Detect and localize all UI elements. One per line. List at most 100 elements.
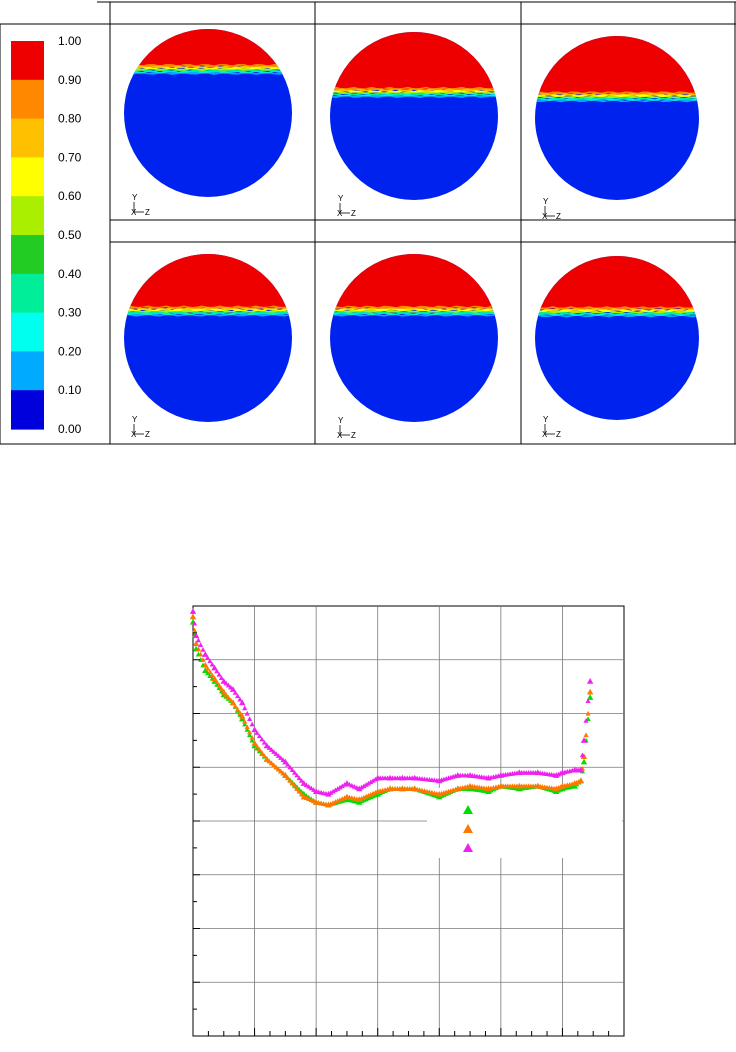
chart-legend [427, 788, 622, 858]
data-point [586, 688, 594, 695]
data-point [551, 785, 557, 791]
data-point [195, 646, 201, 652]
contour-panel: YX Z [124, 254, 292, 439]
colorbar-label: 0.00 [58, 422, 82, 436]
data-point [271, 749, 277, 754]
legend-box [427, 788, 622, 858]
axis-triad: YX Z [542, 197, 561, 221]
data-point [409, 786, 415, 791]
data-point [372, 776, 379, 782]
data-point [251, 726, 258, 733]
data-point [294, 786, 300, 791]
data-point [249, 735, 255, 740]
data-point [358, 784, 365, 790]
data-point [271, 762, 277, 768]
data-point [273, 764, 279, 770]
data-point [247, 732, 253, 738]
axis-label: X [337, 431, 343, 440]
data-point [205, 665, 211, 671]
data-point [330, 788, 336, 794]
axis-label: Z [145, 208, 150, 217]
data-point [278, 755, 284, 760]
data-point [465, 784, 471, 789]
data-point [323, 790, 329, 796]
data-point [532, 770, 539, 775]
data-point [228, 684, 234, 690]
data-point [354, 785, 360, 790]
colorbar-label: 0.60 [58, 189, 82, 203]
data-point [361, 783, 367, 789]
data-point [195, 637, 201, 643]
data-point [209, 672, 215, 678]
data-point [579, 752, 586, 758]
data-point [223, 692, 229, 697]
data-point [370, 778, 376, 783]
contour-panel: YX Z [330, 254, 498, 440]
interface-band [124, 309, 292, 313]
data-point [239, 712, 246, 719]
gas-region [535, 256, 699, 309]
data-point [247, 729, 253, 735]
data-point [576, 767, 582, 773]
data-point [397, 786, 403, 791]
data-point [289, 767, 295, 773]
data-point [247, 716, 253, 721]
interface-band [330, 89, 498, 93]
interface-band [535, 307, 699, 311]
data-point [285, 775, 291, 781]
data-point [342, 797, 348, 803]
colorbar-label: 0.90 [58, 73, 82, 87]
data-point [249, 737, 255, 743]
data-point [237, 696, 243, 702]
data-point [569, 767, 575, 773]
data-point [287, 764, 293, 770]
data-point [275, 753, 282, 758]
data-point [202, 651, 209, 657]
interface-band [330, 92, 498, 96]
data-point [251, 739, 258, 746]
data-point [235, 706, 241, 712]
data-point [585, 698, 591, 704]
colorbar-label: 0.10 [58, 383, 82, 397]
data-point [216, 682, 222, 688]
data-point [220, 688, 227, 695]
contour-panel: YX Z [330, 32, 498, 218]
data-point [192, 632, 200, 639]
colorbar-label: 0.20 [58, 344, 82, 358]
data-point [551, 772, 557, 778]
data-point [254, 730, 260, 735]
data-point [261, 753, 268, 759]
data-point [296, 775, 302, 781]
data-point [239, 699, 246, 706]
colorbar-swatch [11, 196, 44, 236]
axis-triad: YX Z [337, 416, 356, 440]
data-point [434, 777, 440, 783]
data-point [280, 757, 286, 762]
data-point [409, 775, 415, 781]
interface-band [330, 86, 498, 91]
interface-band [124, 312, 292, 316]
axis-label: X [542, 430, 548, 439]
axis-label: Y [132, 193, 138, 202]
data-point [557, 770, 563, 776]
data-point [339, 783, 345, 789]
data-point [291, 770, 298, 775]
interface-band [535, 310, 699, 314]
data-point [207, 669, 213, 674]
data-point [308, 785, 314, 791]
colorbar-label: 1.00 [58, 34, 82, 48]
data-point [298, 791, 305, 797]
data-point [192, 640, 200, 647]
data-point [205, 655, 211, 660]
data-point [363, 782, 369, 787]
colorbar-swatch [11, 235, 44, 275]
contour-panel: YX Z [535, 36, 699, 221]
data-point [323, 801, 329, 807]
data-point [242, 705, 248, 711]
data-point [365, 780, 372, 786]
colorbar-swatch [11, 312, 44, 352]
data-point [249, 721, 255, 727]
data-point [235, 693, 241, 699]
contour-figure: 1.00 0.90 0.80 0.70 0.60 0.50 0.40 0.30 0.20 0.10… [0, 1, 736, 445]
axis-label: Z [556, 212, 561, 221]
